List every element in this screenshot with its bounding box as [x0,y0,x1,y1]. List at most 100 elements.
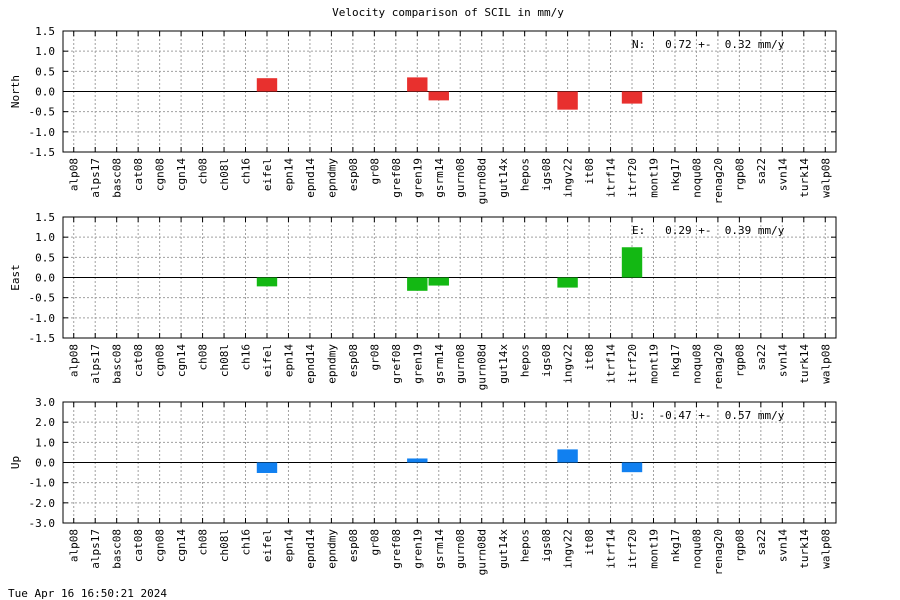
x-tick-label: gr08 [368,344,381,371]
y-tick-label: 0.0 [35,86,55,99]
x-tick-label: gut14x [497,529,510,569]
x-tick-label: alp08 [68,529,81,562]
x-tick-label: igs08 [540,344,553,377]
x-tick-label: nkg17 [669,344,682,377]
x-tick-label: rgp08 [733,529,746,562]
x-tick-label: gurn08 [454,344,467,384]
x-tick-label: nkg17 [669,158,682,191]
x-tick-label: ch16 [240,158,253,185]
x-tick-label: ch08l [218,529,231,562]
x-tick-label: ch08 [197,529,210,556]
x-tick-label: sa22 [755,529,768,556]
x-tick-label: itrf14 [605,158,618,198]
x-tick-label: gsrm14 [433,158,446,198]
x-tick-label: epndmy [325,158,338,198]
x-tick-label: gref08 [390,344,403,384]
x-tick-label: alps17 [89,344,102,384]
x-tick-label: mont19 [647,529,660,569]
plot-frame [62,30,837,153]
y-tick-label: -1.5 [29,332,56,345]
x-tick-label: it08 [583,158,596,185]
x-tick-label: cgn08 [154,158,167,191]
x-tick-label: cat08 [132,529,145,562]
y-tick-label: 2.0 [35,416,55,429]
x-tick-label: it08 [583,344,596,371]
x-tick-label: cat08 [132,158,145,191]
x-tick-label: gurn08d [476,158,489,204]
bar-ingv22 [557,449,578,463]
x-tick-label: cgn14 [175,529,188,562]
x-tick-label: alps17 [89,158,102,198]
x-tick-label: hepos [519,158,532,191]
x-tick-label: svn14 [776,344,789,377]
x-tick-label: gren19 [411,529,424,569]
x-tick-label: epn14 [282,158,295,191]
chart-panels: 1.5 1.0 0.5 0.0 -0.5 -1.0 -1.5 alp08 alps17 basc0… [9,25,837,575]
y-axis-label: Up [9,456,22,469]
bar-gren19 [407,277,428,291]
x-tick-label: ingv22 [562,529,575,569]
y-axis-label: East [9,264,22,291]
x-tick-label: ingv22 [562,344,575,384]
x-tick-label: esp08 [347,344,360,377]
x-tick-label: basc08 [111,158,124,198]
y-tick-label: -0.5 [29,106,56,119]
y-tick-label: 1.5 [35,211,55,224]
x-tick-label: eifel [261,529,274,562]
bar-itrf20 [621,91,643,104]
x-tick-label: eifel [261,158,274,191]
x-tick-label: cgn14 [175,158,188,191]
x-tick-label: gr08 [368,158,381,185]
y-tick-label: -1.0 [29,126,56,139]
x-tick-label: gren19 [411,344,424,384]
x-tick-label: cgn08 [154,529,167,562]
x-tick-label: igs08 [540,529,553,562]
bar-gsrm14 [428,91,449,101]
y-tick-label: -3.0 [29,517,56,530]
x-tick-label: turk14 [798,529,811,569]
x-tick-label: cgn08 [154,344,167,377]
x-tick-label: ch08 [197,344,210,371]
x-tick-label: gurn08d [476,344,489,390]
x-tick-label: eifel [261,344,274,377]
x-tick-label: noqu08 [690,529,703,569]
x-tick-label: gsrm14 [433,529,446,569]
plot-frame [62,401,837,524]
x-tick-label: gr08 [368,529,381,556]
x-tick-label: gut14x [497,158,510,198]
velocity-annotation: U: -0.47 +- 0.57 mm/y [632,409,785,422]
x-tick-label: alp08 [68,158,81,191]
x-tick-label: mont19 [647,344,660,384]
y-axis-label: North [9,75,22,108]
x-tick-label: hepos [519,344,532,377]
x-tick-label: gsrm14 [433,344,446,384]
x-tick-label: epnd14 [304,158,317,198]
x-tick-label: ch08l [218,344,231,377]
x-tick-label: walp08 [819,158,832,198]
x-tick-label: gurn08 [454,158,467,198]
plot-frame [62,216,837,339]
x-tick-label: cgn14 [175,344,188,377]
y-tick-label: 1.0 [35,231,55,244]
x-tick-label: svn14 [776,158,789,191]
x-tick-label: gurn08 [454,529,467,569]
x-tick-label: nkg17 [669,529,682,562]
x-tick-label: hepos [519,529,532,562]
y-tick-label: -1.0 [29,312,56,325]
x-tick-label: cat08 [132,344,145,377]
x-tick-label: gurn08d [476,529,489,575]
x-tick-label: epn14 [282,344,295,377]
y-tick-label: 0.0 [35,457,55,470]
bar-eifel [256,78,278,92]
x-tick-label: ingv22 [562,158,575,198]
x-tick-label: turk14 [798,344,811,384]
x-tick-label: walp08 [819,344,832,384]
bar-gren19 [407,458,428,463]
x-tick-label: epn14 [282,529,295,562]
velocity-annotation: E: 0.29 +- 0.39 mm/y [632,224,785,237]
x-tick-label: rgp08 [733,344,746,377]
x-tick-label: basc08 [111,529,124,569]
y-tick-label: -0.5 [29,292,56,305]
chart-panel-north: 1.5 1.0 0.5 0.0 -0.5 -1.0 -1.5 alp08 alps17 basc0… [9,25,837,204]
